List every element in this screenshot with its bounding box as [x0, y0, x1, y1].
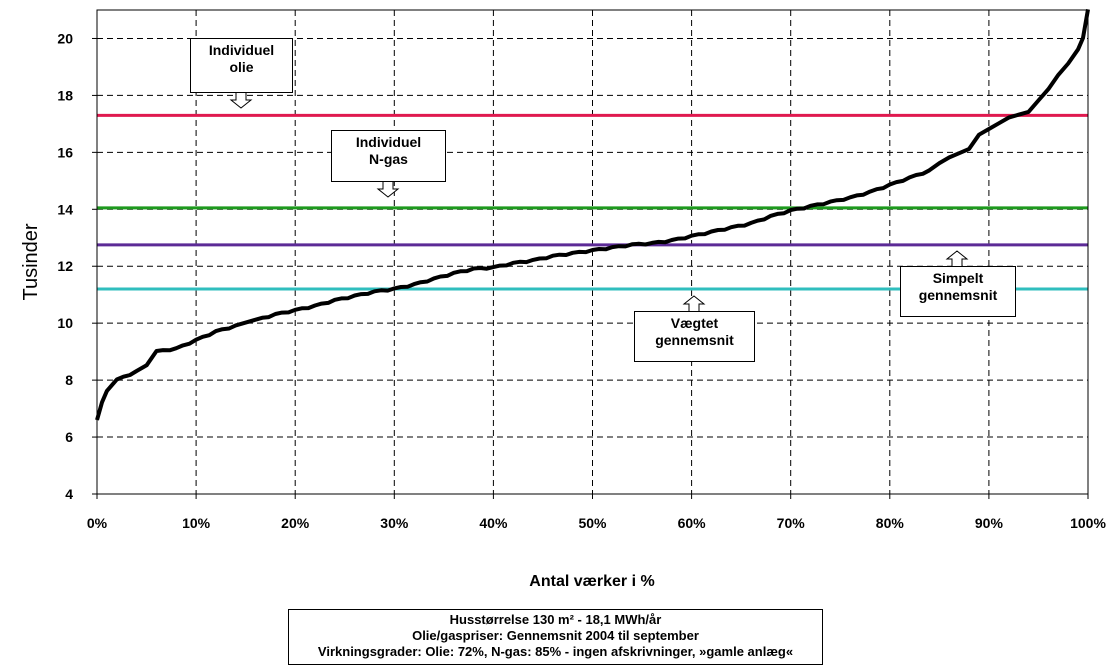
callout-line: Vægtet — [670, 315, 719, 331]
callout-line: gennemsnit — [918, 287, 998, 303]
callout-line: olie — [229, 59, 254, 75]
callout-line: Individuel — [208, 42, 275, 58]
callout-individuel-ngas: Individuel N-gas — [331, 130, 446, 182]
y-tick-label: 18 — [57, 87, 73, 103]
callout-line: Simpelt — [932, 270, 984, 286]
cost-curve — [95, 9, 1090, 421]
x-axis-label: Antal værker i % — [529, 573, 654, 590]
callout-line: gennemsnit — [655, 332, 734, 348]
x-tick-label: 100% — [1070, 515, 1106, 531]
y-tick-label: 10 — [57, 315, 73, 331]
x-tick-label: 40% — [479, 515, 508, 531]
y-tick-label: 16 — [57, 144, 73, 160]
callout-individuel-olie: Individuel olie — [190, 38, 293, 93]
x-tick-label: 50% — [578, 515, 607, 531]
x-tick-label: 90% — [975, 515, 1004, 531]
y-tick-label: 12 — [57, 258, 73, 274]
callout-line: Individuel — [355, 134, 422, 150]
y-tick-label: 6 — [65, 429, 73, 445]
y-tick-label: 8 — [65, 372, 73, 388]
x-tick-label: 20% — [281, 515, 310, 531]
x-tick-label: 0% — [87, 515, 108, 531]
callout-vaegtet-gennemsnit: Vægtet gennemsnit — [634, 311, 755, 362]
x-tick-label: 70% — [777, 515, 806, 531]
x-tick-label: 10% — [182, 515, 211, 531]
callout-arrows — [229, 91, 969, 313]
x-tick-label: 60% — [678, 515, 707, 531]
note-line: Olie/gaspriser: Gennemsnit 2004 til sept… — [412, 628, 699, 643]
note-line: Virkningsgrader: Olie: 72%, N-gas: 85% -… — [317, 644, 794, 659]
assumptions-note: Husstørrelse 130 m² - 18,1 MWh/år Olie/g… — [288, 609, 823, 665]
callout-simpelt-gennemsnit: Simpelt gennemsnit — [900, 266, 1016, 317]
y-tick-label: 20 — [57, 30, 73, 46]
x-tick-label: 80% — [876, 515, 905, 531]
y-tick-label: 14 — [57, 201, 73, 217]
x-axis-ticks: 0% 10% 20% 30% 40% 50% 60% 70% 80% 90% 100% — [87, 494, 1106, 531]
arrow-up-icon — [945, 250, 969, 268]
arrow-up-icon — [682, 295, 706, 313]
y-axis-label: Tusinder — [20, 223, 42, 300]
x-tick-label: 30% — [380, 515, 409, 531]
y-axis-ticks: 4 6 8 10 12 14 16 18 20 — [57, 30, 97, 502]
note-line: Husstørrelse 130 m² - 18,1 MWh/år — [449, 612, 662, 627]
callout-line: N-gas — [369, 151, 408, 167]
arrow-down-icon — [229, 91, 253, 109]
y-tick-label: 4 — [65, 486, 73, 502]
arrow-down-icon — [376, 180, 400, 198]
